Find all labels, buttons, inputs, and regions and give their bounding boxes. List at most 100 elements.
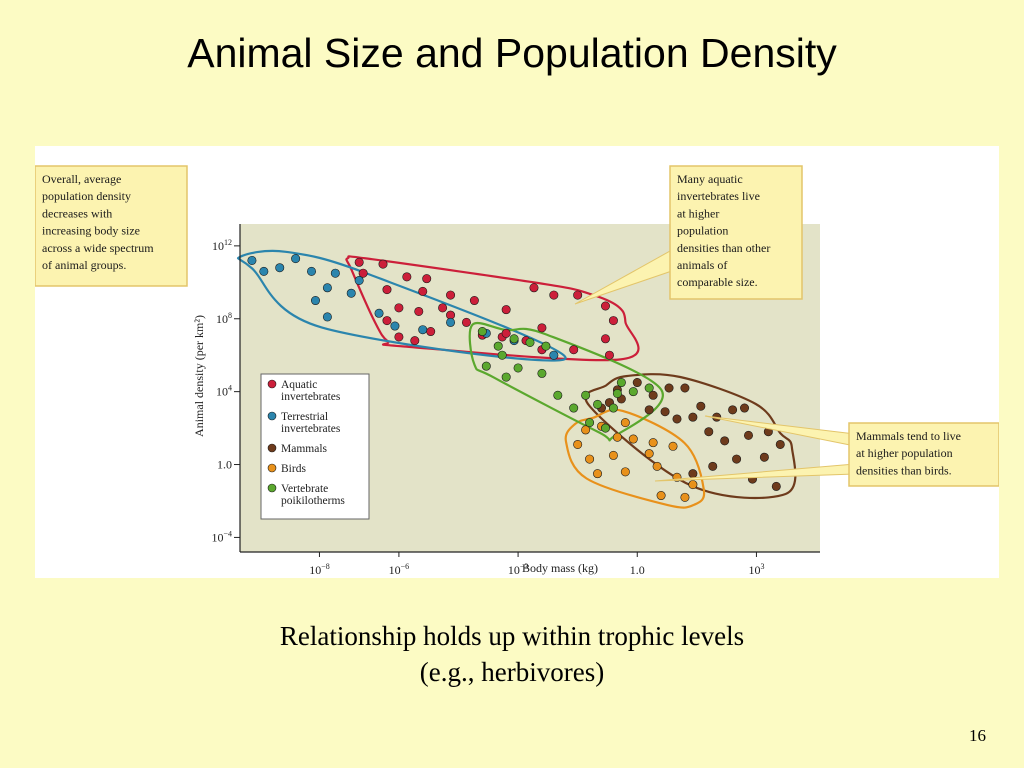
data-point: [644, 449, 654, 459]
data-point: [497, 350, 507, 360]
data-point: [310, 296, 320, 306]
data-point: [418, 325, 428, 335]
data-point: [354, 275, 364, 285]
x-tick-label: 10−8: [309, 562, 330, 577]
data-point: [358, 268, 368, 278]
data-point: [732, 454, 742, 464]
data-point: [541, 341, 551, 351]
callout-text: of animal groups.: [42, 258, 126, 272]
data-point: [553, 390, 563, 400]
data-point: [680, 492, 690, 502]
data-point: [644, 383, 654, 393]
caption-line-2: (e.g., herbivores): [419, 657, 605, 687]
series-outline-0: [345, 255, 640, 362]
data-point: [422, 274, 432, 284]
data-point: [668, 441, 678, 451]
data-point: [743, 430, 753, 440]
data-point: [628, 434, 638, 444]
x-tick-label: 10−3: [508, 562, 529, 577]
data-point: [585, 418, 595, 428]
data-point: [759, 452, 769, 462]
y-tick-label: 10−4: [211, 529, 232, 544]
y-tick-label: 108: [216, 311, 232, 326]
data-point: [481, 361, 491, 371]
legend-swatch: [267, 443, 277, 453]
data-point: [704, 427, 714, 437]
callout-text: animals of: [677, 258, 727, 272]
figure-panel: 10−8 10−6 10−3 1.0 103 1012 108 104 1.0 10−4 Body …: [34, 146, 1000, 578]
data-point: [680, 383, 690, 393]
data-point: [672, 414, 682, 424]
callout-text: Many aquatic: [677, 172, 743, 186]
y-tick-label: 1.0: [217, 458, 232, 472]
callout-box: [669, 165, 803, 300]
callout-text: at higher: [677, 206, 719, 220]
callout-text: invertebrates live: [677, 189, 760, 203]
legend-swatch: [267, 483, 277, 493]
data-point: [660, 407, 670, 417]
slide-caption: Relationship holds up within trophic lev…: [0, 618, 1024, 690]
data-point: [307, 266, 317, 276]
series-outline-1: [236, 249, 567, 362]
data-point: [513, 363, 523, 373]
data-point: [549, 290, 559, 300]
data-point: [688, 469, 698, 479]
data-point: [330, 268, 340, 278]
data-point: [612, 388, 622, 398]
data-point: [604, 350, 614, 360]
data-point: [616, 378, 626, 388]
callout-text: densities than birds.: [856, 463, 952, 477]
callout-text: Mammals tend to live: [856, 429, 961, 443]
legend-label: Birds: [281, 463, 306, 475]
data-point: [581, 425, 591, 435]
legend-swatch: [267, 379, 277, 389]
data-point: [402, 272, 412, 282]
data-point: [426, 327, 436, 337]
data-point: [382, 285, 392, 295]
data-point: [585, 454, 595, 464]
data-point: [477, 327, 487, 337]
data-point: [728, 405, 738, 415]
callout-box: [34, 165, 188, 287]
data-point: [593, 469, 603, 479]
data-point: [322, 283, 332, 293]
data-point: [291, 254, 301, 264]
data-point: [390, 321, 400, 331]
data-point: [620, 418, 630, 428]
data-point: [322, 312, 332, 322]
caption-line-1: Relationship holds up within trophic lev…: [279, 621, 745, 651]
data-point: [501, 328, 511, 338]
data-point: [275, 263, 285, 273]
data-point: [378, 259, 388, 269]
callout-text: Overall, average: [42, 172, 121, 186]
data-point: [608, 316, 618, 326]
data-point: [608, 450, 618, 460]
data-point: [648, 438, 658, 448]
callout-text: population: [677, 224, 728, 238]
data-point: [664, 383, 674, 393]
data-point: [581, 390, 591, 400]
legend-label: invertebrates: [281, 391, 341, 403]
data-point: [775, 439, 785, 449]
legend-label: Terrestrial: [281, 411, 328, 423]
data-point: [247, 255, 257, 265]
data-point: [600, 334, 610, 344]
data-point: [346, 288, 356, 298]
data-point: [628, 387, 638, 397]
legend-label: Aquatic: [281, 379, 317, 391]
data-point: [438, 303, 448, 313]
series-outline-3: [564, 408, 706, 509]
callout-text: across a wide spectrum: [42, 241, 154, 255]
data-point: [501, 305, 511, 315]
data-point: [620, 467, 630, 477]
data-point: [593, 399, 603, 409]
data-point: [529, 283, 539, 293]
data-point: [537, 368, 547, 378]
data-point: [708, 461, 718, 471]
legend-box: [260, 373, 370, 520]
data-point: [569, 403, 579, 413]
x-tick-label: 10−6: [389, 562, 410, 577]
data-point: [259, 266, 269, 276]
legend-label: Mammals: [281, 443, 328, 455]
data-point: [410, 336, 420, 346]
